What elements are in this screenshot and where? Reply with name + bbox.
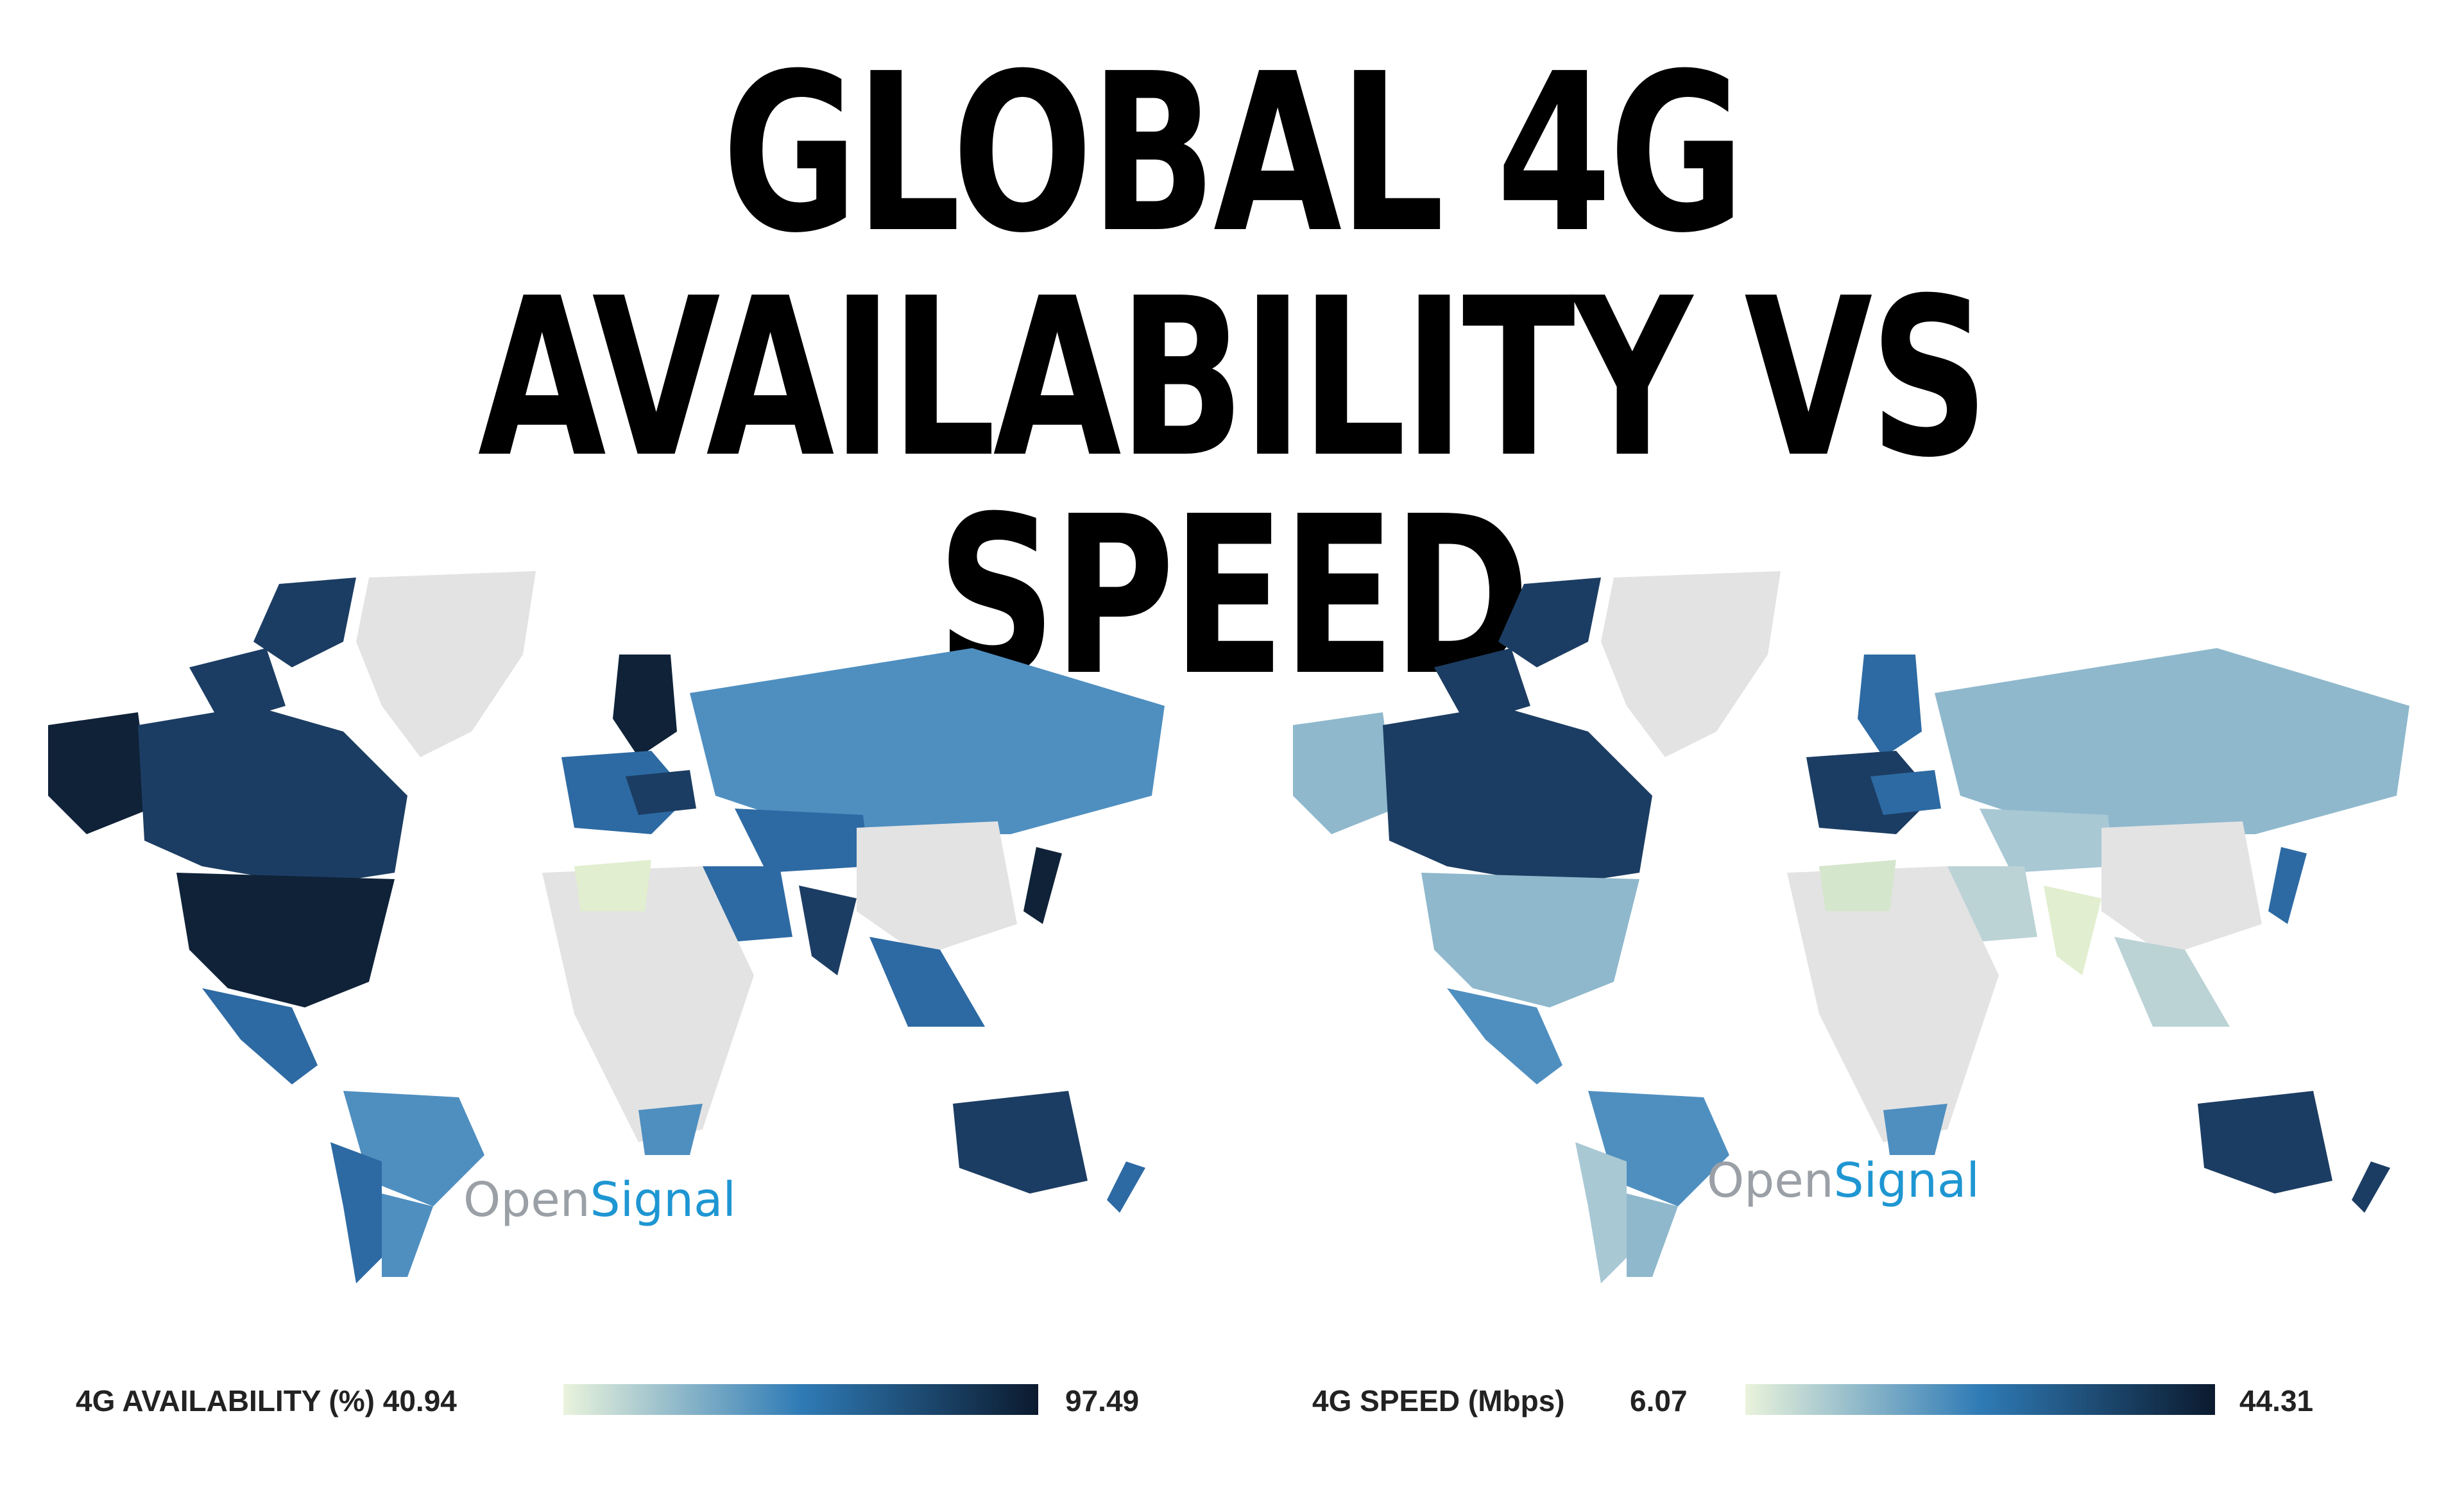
australia: [953, 1091, 1088, 1194]
se-asia: [2114, 937, 2230, 1027]
arctic-islands: [253, 578, 356, 667]
canada: [1383, 706, 1652, 886]
north-africa: [1819, 860, 1896, 911]
central-europe: [1870, 770, 1941, 815]
australia: [2198, 1091, 2332, 1194]
availability-legend-label: 4G AVAILABILITY (%) 40.94: [76, 1384, 457, 1417]
mexico: [1447, 988, 1562, 1084]
china: [2101, 821, 2262, 956]
page-title-line-2: AVAILABILITY VS SPEED: [477, 252, 1989, 724]
western-europe: [1806, 751, 1935, 834]
speed-legend-min: 6.07: [1630, 1384, 1688, 1417]
india: [799, 886, 857, 975]
brand-open-text: Open: [1707, 1153, 1834, 1208]
arctic-islands-2: [189, 648, 286, 725]
alaska: [48, 712, 151, 834]
arctic-islands: [1498, 578, 1601, 667]
brand-signal-text: Signal: [1833, 1153, 1980, 1208]
scandinavia: [613, 655, 677, 757]
speed-legend-gradient: [1745, 1384, 2215, 1415]
japan: [1023, 847, 1062, 924]
se-asia: [869, 937, 985, 1027]
opensignal-logo-right: OpenSignal: [1707, 1155, 1980, 1206]
speed-legend-label: 4G SPEED (Mbps): [1312, 1384, 1565, 1417]
arctic-islands-2: [1434, 648, 1530, 725]
usa: [1421, 873, 1639, 1007]
new-zealand: [1107, 1161, 1145, 1213]
availability-map-svg: [48, 571, 1165, 1283]
western-europe: [561, 751, 690, 834]
china: [857, 821, 1017, 956]
india: [2044, 886, 2101, 975]
availability-legend-max: 97.49: [1065, 1384, 1140, 1417]
speed-map-svg: [1293, 571, 2409, 1283]
africa: [542, 866, 754, 1142]
central-asia: [1980, 809, 2114, 873]
south-africa: [1883, 1104, 1947, 1155]
central-europe: [626, 770, 696, 815]
new-zealand: [2352, 1161, 2390, 1213]
south-america-west: [330, 1142, 382, 1283]
south-america-west: [1575, 1142, 1627, 1283]
greenland: [356, 571, 536, 757]
availability-map: [10, 565, 1190, 1290]
greenland: [1601, 571, 1781, 757]
availability-legend-gradient: [563, 1384, 1038, 1415]
page-title-line-1: GLOBAL 4G: [722, 27, 1745, 281]
russia: [690, 648, 1165, 834]
speed-legend-max: 44.31: [2239, 1384, 2314, 1417]
south-africa: [638, 1104, 703, 1155]
russia: [1935, 648, 2409, 834]
usa: [176, 873, 395, 1007]
south-america-south: [382, 1194, 433, 1277]
north-africa: [574, 860, 651, 911]
brand-signal-text: Signal: [590, 1172, 736, 1228]
south-america-south: [1627, 1194, 1678, 1277]
brand-open-text: Open: [463, 1172, 590, 1228]
alaska: [1293, 712, 1396, 834]
canada: [138, 706, 407, 886]
japan: [2268, 847, 2307, 924]
mexico: [202, 988, 318, 1084]
speed-map: [1254, 565, 2435, 1290]
central-asia: [735, 809, 869, 873]
opensignal-logo-left: OpenSignal: [463, 1174, 736, 1226]
africa: [1787, 866, 1999, 1142]
scandinavia: [1858, 655, 1922, 757]
